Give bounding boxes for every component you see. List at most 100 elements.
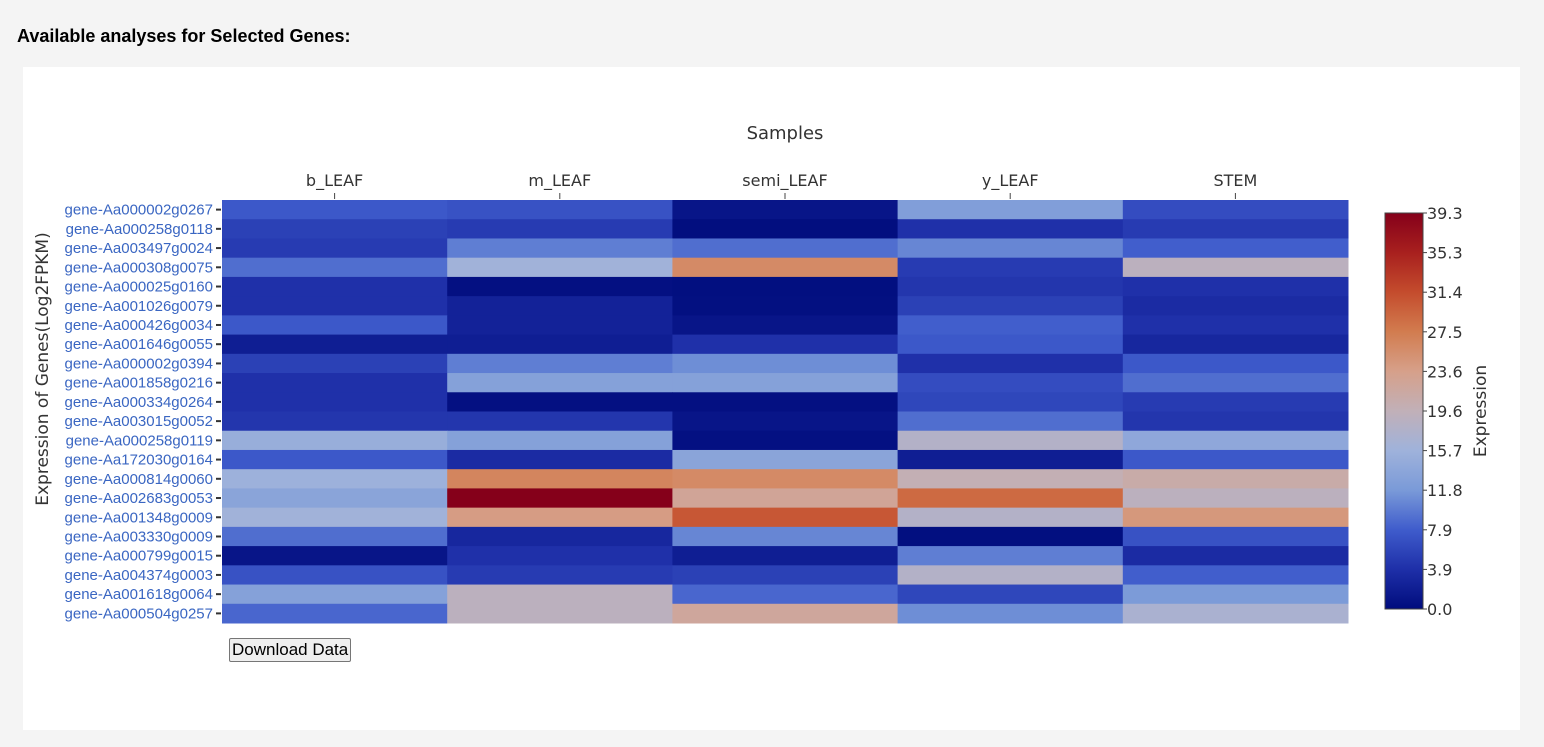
heatmap-cell[interactable] — [222, 392, 448, 412]
heatmap-cell[interactable] — [672, 276, 899, 297]
gene-link[interactable]: gene-Aa003330g0009 — [65, 528, 213, 545]
heatmap-cell[interactable] — [222, 488, 448, 509]
heatmap-cell[interactable] — [1122, 546, 1349, 566]
heatmap-cell[interactable] — [1122, 296, 1349, 316]
heatmap-cell[interactable] — [672, 200, 899, 220]
heatmap-cell[interactable] — [1122, 603, 1349, 624]
heatmap-cell[interactable] — [1122, 238, 1349, 259]
heatmap-cell[interactable] — [1122, 430, 1349, 451]
gene-link[interactable]: gene-Aa000334g0264 — [65, 394, 213, 411]
gene-link[interactable]: gene-Aa002683g0053 — [65, 490, 213, 507]
heatmap-cell[interactable] — [447, 469, 673, 489]
heatmap-cell[interactable] — [672, 257, 899, 278]
heatmap-cell[interactable] — [672, 373, 899, 393]
gene-link[interactable]: gene-Aa000426g0034 — [65, 317, 213, 334]
heatmap-cell[interactable] — [222, 526, 448, 547]
heatmap-cell[interactable] — [222, 296, 448, 316]
heatmap-cell[interactable] — [1122, 353, 1349, 374]
heatmap-cell[interactable] — [1122, 373, 1349, 393]
heatmap-cell[interactable] — [672, 469, 899, 489]
heatmap-cell[interactable] — [897, 200, 1124, 220]
heatmap-cell[interactable] — [447, 219, 673, 239]
heatmap-cell[interactable] — [222, 334, 448, 355]
heatmap-cell[interactable] — [447, 449, 673, 470]
download-data-button[interactable]: Download Data — [229, 638, 352, 662]
heatmap-cell[interactable] — [1122, 276, 1349, 297]
gene-link[interactable]: gene-Aa001026g0079 — [65, 298, 213, 315]
gene-link[interactable]: gene-Aa003015g0052 — [65, 413, 213, 430]
heatmap-cell[interactable] — [672, 603, 899, 624]
heatmap-cell[interactable] — [672, 411, 899, 432]
heatmap-cell[interactable] — [672, 238, 899, 259]
gene-link[interactable]: gene-Aa003497g0024 — [65, 240, 213, 257]
heatmap-cell[interactable] — [222, 315, 448, 336]
heatmap-cell[interactable] — [897, 219, 1124, 239]
heatmap-cell[interactable] — [1122, 584, 1349, 605]
heatmap-cell[interactable] — [222, 373, 448, 393]
heatmap-cell[interactable] — [672, 584, 899, 605]
heatmap-cell[interactable] — [222, 546, 448, 566]
heatmap-cell[interactable] — [222, 353, 448, 374]
heatmap-cell[interactable] — [897, 334, 1124, 355]
heatmap-cell[interactable] — [1122, 507, 1349, 528]
heatmap-cell[interactable] — [897, 565, 1124, 586]
heatmap-cell[interactable] — [222, 507, 448, 528]
heatmap-cell[interactable] — [447, 488, 673, 509]
gene-link[interactable]: gene-Aa000799g0015 — [65, 548, 213, 565]
heatmap-cell[interactable] — [447, 411, 673, 432]
heatmap-cell[interactable] — [897, 353, 1124, 374]
heatmap-cell[interactable] — [447, 373, 673, 393]
gene-link[interactable]: gene-Aa000258g0119 — [66, 432, 213, 449]
heatmap-cell[interactable] — [447, 257, 673, 278]
heatmap-cell[interactable] — [447, 565, 673, 586]
heatmap-cell[interactable] — [897, 238, 1124, 259]
heatmap-cell[interactable] — [1122, 219, 1349, 239]
heatmap-cell[interactable] — [447, 430, 673, 451]
heatmap-cell[interactable] — [1122, 526, 1349, 547]
heatmap-cell[interactable] — [672, 219, 899, 239]
heatmap-cell[interactable] — [222, 584, 448, 605]
heatmap-cell[interactable] — [1122, 334, 1349, 355]
heatmap-cell[interactable] — [897, 546, 1124, 566]
heatmap-cell[interactable] — [1122, 200, 1349, 220]
heatmap-cell[interactable] — [672, 546, 899, 566]
gene-link[interactable]: gene-Aa001348g0009 — [65, 509, 213, 526]
heatmap-cell[interactable] — [897, 296, 1124, 316]
heatmap-cell[interactable] — [222, 603, 448, 624]
heatmap-cell[interactable] — [1122, 315, 1349, 336]
heatmap-cell[interactable] — [1122, 488, 1349, 509]
heatmap-cell[interactable] — [672, 296, 899, 316]
heatmap-cell[interactable] — [672, 526, 899, 547]
heatmap-cell[interactable] — [672, 488, 899, 509]
heatmap-cell[interactable] — [1122, 449, 1349, 470]
heatmap-cell[interactable] — [222, 565, 448, 586]
heatmap-cell[interactable] — [447, 200, 673, 220]
gene-link[interactable]: gene-Aa001618g0064 — [65, 586, 213, 603]
heatmap-cell[interactable] — [447, 334, 673, 355]
heatmap-cell[interactable] — [447, 526, 673, 547]
heatmap-cell[interactable] — [672, 565, 899, 586]
heatmap-cell[interactable] — [447, 584, 673, 605]
heatmap-cell[interactable] — [222, 449, 448, 470]
heatmap-cell[interactable] — [1122, 411, 1349, 432]
heatmap-cell[interactable] — [672, 392, 899, 412]
heatmap-cell[interactable] — [897, 469, 1124, 489]
heatmap-cell[interactable] — [1122, 257, 1349, 278]
heatmap-cell[interactable] — [1122, 392, 1349, 412]
heatmap-cell[interactable] — [897, 449, 1124, 470]
heatmap-cell[interactable] — [222, 430, 448, 451]
gene-link[interactable]: gene-Aa000002g0267 — [65, 202, 213, 219]
heatmap-cell[interactable] — [672, 315, 899, 336]
heatmap-cell[interactable] — [447, 603, 673, 624]
heatmap-cell[interactable] — [897, 584, 1124, 605]
heatmap-cell[interactable] — [897, 430, 1124, 451]
heatmap-cell[interactable] — [222, 276, 448, 297]
heatmap-cell[interactable] — [447, 296, 673, 316]
heatmap-cell[interactable] — [1122, 565, 1349, 586]
heatmap-cell[interactable] — [897, 411, 1124, 432]
gene-link[interactable]: gene-Aa172030g0164 — [65, 452, 213, 469]
heatmap-cell[interactable] — [897, 276, 1124, 297]
gene-link[interactable]: gene-Aa000025g0160 — [65, 279, 213, 296]
heatmap-cell[interactable] — [897, 603, 1124, 624]
heatmap-cell[interactable] — [447, 392, 673, 412]
